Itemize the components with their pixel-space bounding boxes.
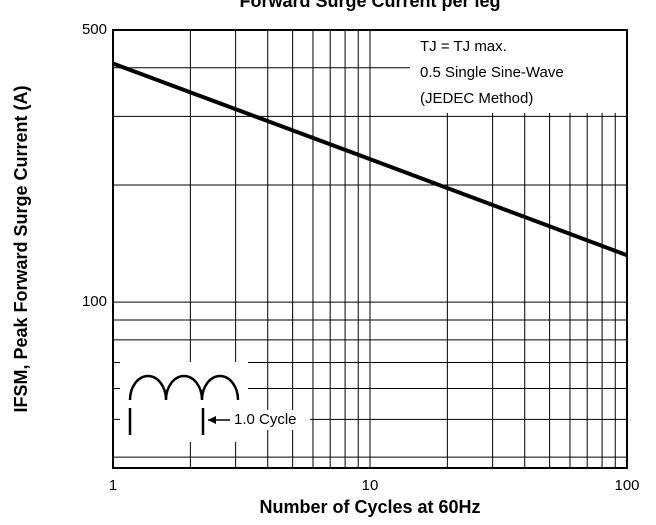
annotation: 0.5 Single Sine-Wave [420,64,564,81]
plot-frame [112,29,628,469]
annotation: TJ = TJ max. [420,38,507,55]
y-axis-label: IFSM, Peak Forward Surge Current (A) [11,85,31,412]
waveform-icon [120,362,248,442]
chart-title: Forward Surge Current per leg [239,0,500,11]
y-tick-label: 100 [82,293,107,310]
x-axis-label: Number of Cycles at 60Hz [259,497,480,517]
inset-label: 1.0 Cycle [234,411,297,428]
line-series [112,61,628,258]
annotation-box [410,31,626,113]
x-tick-label: 1 [109,477,117,494]
inset-label-bg [230,410,310,430]
annotation: (JEDEC Method) [420,90,533,107]
marks [112,61,628,258]
x-tick-label: 100 [614,477,639,494]
y-tick-label: 500 [82,21,107,38]
x-tick-label: 10 [362,477,379,494]
